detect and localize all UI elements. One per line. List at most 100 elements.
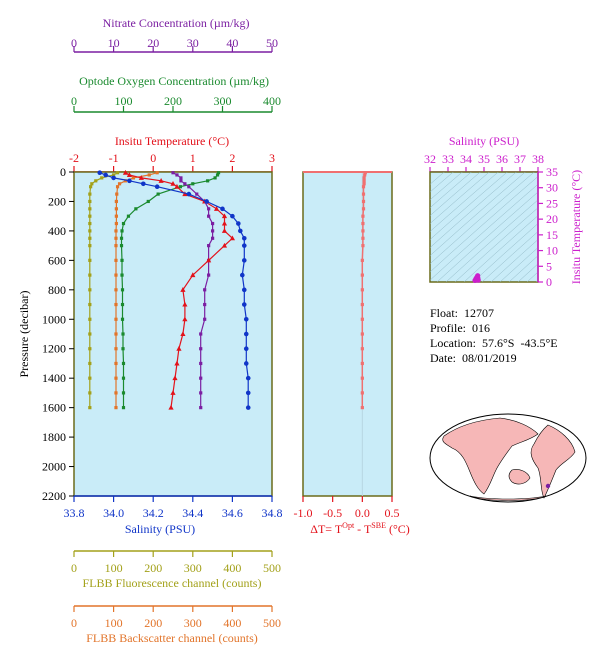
- density-contour: [472, 223, 538, 282]
- oxygen-point: [120, 288, 125, 292]
- salinity-point: [243, 361, 249, 366]
- backscatter-point: [117, 182, 122, 186]
- nitrate-point: [183, 182, 187, 186]
- salinity-tick-label: 34.4: [182, 506, 203, 520]
- backscatter-point: [114, 244, 118, 248]
- density-contour: [430, 172, 517, 248]
- salinity-point: [154, 184, 160, 190]
- oxygen-point: [156, 192, 160, 196]
- temperature-point: [206, 257, 212, 263]
- delta-point: [360, 317, 364, 321]
- oxygen-point: [121, 376, 126, 380]
- backscatter-point: [115, 192, 119, 196]
- oxygen-point: [120, 317, 125, 321]
- ts-salinity-tick-label: 37: [514, 152, 526, 166]
- salinity-point: [245, 390, 251, 396]
- nitrate-point: [207, 244, 211, 248]
- profile-plot-area: [73, 171, 273, 497]
- density-contour: [430, 172, 472, 209]
- salinity-point: [245, 405, 251, 410]
- ts-salinity-axis-label: Salinity (PSU): [449, 134, 519, 148]
- ts-temperature-tick-label: 35: [546, 165, 558, 179]
- delta-point: [360, 273, 364, 277]
- fluorescence-point: [88, 258, 92, 262]
- oxygen-point: [215, 173, 220, 177]
- pressure-tick-label: 400: [48, 224, 66, 238]
- float-id: Float: 12707: [430, 306, 495, 320]
- temperature-point: [229, 235, 235, 241]
- ts-salinity-axis: 32 33 34 35 36 37 38: [424, 152, 544, 173]
- salinity-point: [204, 199, 209, 204]
- delta-point: [360, 376, 364, 380]
- delta-point: [361, 221, 365, 226]
- temperature-point: [221, 228, 228, 233]
- nitrate-point: [199, 376, 203, 380]
- density-contour: [430, 172, 481, 216]
- temperature-tick-label: 2: [229, 151, 235, 165]
- density-contour: [490, 239, 538, 282]
- temperature-tick-label: 0: [150, 151, 156, 165]
- ts-temperature-tick-label: 10: [546, 244, 558, 258]
- backscatter-point: [114, 199, 118, 204]
- pressure-tick-label: 2000: [42, 460, 66, 474]
- temperature-point: [138, 175, 144, 180]
- ts-point: [475, 277, 481, 283]
- temperature-point: [190, 272, 196, 278]
- temperature-axis-label: Insitu Temperature (°C): [115, 134, 229, 148]
- salinity-tick-label: 34.2: [143, 506, 164, 520]
- density-contour: [430, 172, 499, 232]
- backscatter-point: [114, 376, 118, 380]
- backscatter-point: [114, 236, 118, 240]
- density-contour: [481, 231, 538, 282]
- fluorescence-point: [88, 214, 92, 218]
- temperature-point: [158, 178, 164, 183]
- delta-point: [360, 391, 364, 395]
- fluorescence-point: [88, 406, 92, 410]
- temperature-point: [180, 331, 186, 336]
- date: Date: 08/01/2019: [430, 351, 517, 365]
- oxygen-point: [213, 176, 217, 180]
- fluorescence-point: [90, 182, 94, 186]
- delta-series: [303, 171, 392, 410]
- ts-salinity-tick-label: 38: [532, 152, 544, 166]
- backscatter-point: [114, 258, 118, 262]
- delta-point: [360, 332, 364, 336]
- backscatter-tick-label: 400: [223, 616, 241, 630]
- backscatter-point: [114, 288, 118, 292]
- delta-point: [360, 406, 364, 410]
- ts-temperature-tick-label: 0: [546, 275, 552, 289]
- salinity-point: [97, 170, 103, 176]
- oxygen-point: [178, 185, 183, 189]
- temperature-point: [180, 287, 186, 292]
- backscatter-tick-label: 200: [144, 616, 162, 630]
- density-contour: [499, 247, 538, 282]
- nitrate-point: [199, 361, 203, 366]
- nitrate-point: [207, 273, 211, 277]
- delta-tick-label: 0.0: [355, 506, 370, 520]
- temperature-point: [221, 220, 228, 226]
- fluorescence-point: [88, 376, 92, 380]
- ts-temperature-tick-label: 5: [546, 259, 552, 273]
- salinity-tick-label: 34.6: [222, 506, 243, 520]
- oxygen-point: [191, 182, 195, 186]
- oxygen-point: [119, 244, 124, 248]
- temperature-point: [174, 183, 180, 189]
- salinity-point: [243, 346, 249, 352]
- oxygen-axis-label: Optode Oxygen Concentration (µm/kg): [79, 74, 269, 88]
- fluorescence-tick-label: 0: [71, 561, 77, 575]
- profile-number: Profile: 016: [430, 321, 490, 335]
- delta-point: [361, 236, 365, 240]
- nitrate-point: [199, 332, 203, 336]
- backscatter-point: [115, 185, 120, 189]
- fluorescence-point: [88, 302, 92, 307]
- nitrate-point: [175, 173, 179, 177]
- temperature-point: [221, 242, 228, 248]
- backscatter-point: [155, 171, 159, 175]
- backscatter-point: [114, 406, 118, 410]
- nitrate-point: [211, 229, 215, 233]
- salinity-point: [243, 316, 249, 322]
- pressure-axis: 0 200 400 600 800 1000 1200 1400 1600 1800 2000 220…: [42, 165, 74, 503]
- nitrate-tick-label: 20: [147, 36, 159, 50]
- temperature-point: [170, 390, 176, 395]
- fluorescence-point: [88, 288, 92, 292]
